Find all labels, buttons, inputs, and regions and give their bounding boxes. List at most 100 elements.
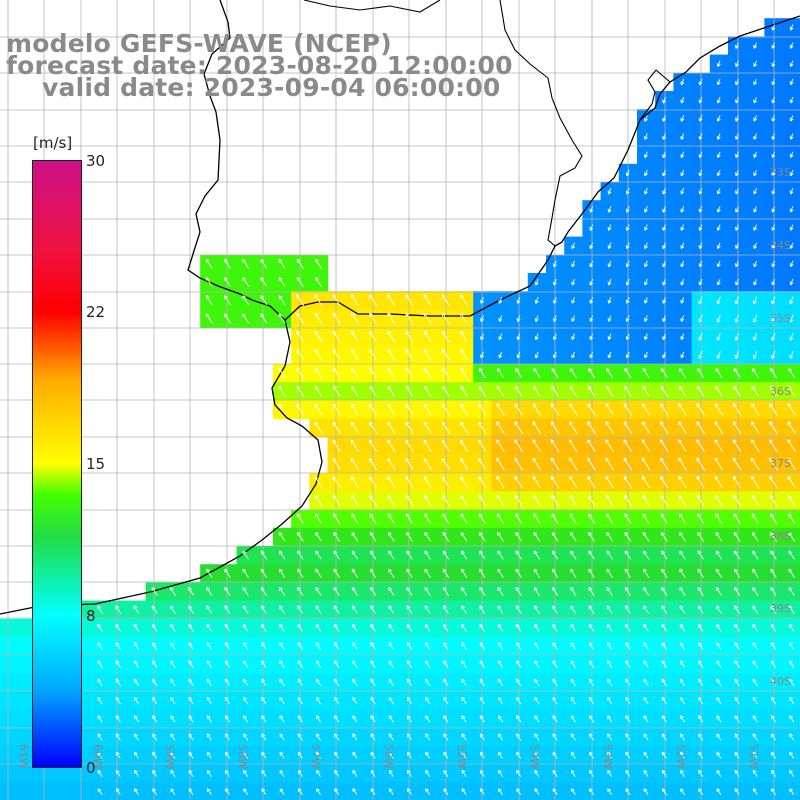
wind-arrow [733,550,741,560]
wind-arrow [497,715,503,723]
wind-arrow [334,788,340,796]
wind-cell [564,782,583,800]
wind-arrow [514,494,523,506]
wind-arrow [243,696,249,705]
wind-arrow [133,642,140,650]
wind-arrow [152,751,158,759]
wind-arrow [243,751,249,759]
wind-arrow [497,678,504,687]
wind-arrow [406,587,413,596]
wind-arrow [261,715,267,723]
wind-arrow [478,403,487,416]
wind-arrow [242,587,249,596]
wind-arrow [532,403,541,416]
wind-arrow [551,494,559,506]
wind-arrow [296,367,305,379]
wind-arrow [314,349,323,361]
longitude-label: 55W [455,744,468,769]
wind-arrow [625,224,630,231]
wind-arrow [771,78,776,86]
wind-arrow [697,385,705,397]
wind-arrow [607,242,612,250]
wind-arrow [770,368,777,379]
wind-arrow [205,313,213,324]
wind-arrow [425,788,431,796]
wind-arrow [661,623,667,632]
wind-arrow [261,642,267,650]
wind-arrow [662,278,667,286]
wind-arrow [679,368,686,379]
wind-arrow [625,769,631,777]
wind-arrow [170,678,176,687]
wind-cell [0,709,19,729]
wind-cell [0,637,19,656]
wind-arrow [425,715,431,723]
wind-arrow [497,587,504,596]
wind-arrow [261,678,267,687]
wind-arrow [498,751,503,759]
wind-arrow [188,678,194,687]
wind-arrow [679,660,686,669]
wind-arrow [716,188,721,195]
wind-arrow [587,494,596,506]
wind-arrow [97,696,103,705]
wind-arrow [532,457,542,471]
wind-arrow [734,733,740,741]
wind-cell [91,782,110,800]
wind-arrow [188,788,194,796]
wind-arrow [568,439,578,453]
wind-arrow [752,587,759,596]
wind-arrow [133,696,139,705]
wind-arrow [97,788,103,796]
wind-arrow [297,568,304,578]
wind-arrow [625,733,631,741]
wind-arrow [587,513,595,524]
wind-arrow [405,494,414,506]
wind-arrow [606,368,614,379]
wind-arrow [589,260,594,268]
wind-arrow [642,568,650,578]
wind-arrow [753,78,758,86]
wind-arrow [752,751,758,759]
wind-arrow [570,696,576,705]
wind-arrow [479,733,485,741]
wind-arrow [753,188,758,195]
wind-arrow [497,623,504,632]
wind-arrow [552,751,558,759]
wind-arrow [370,678,376,687]
wind-arrow [771,351,776,359]
wind-arrow [789,115,794,122]
forecast-date: forecast date: 2023-08-20 12:00:00 [6,51,513,80]
wind-arrow [680,751,685,759]
wind-cell [0,764,19,784]
wind-arrow [589,751,594,759]
wind-arrow [188,751,194,759]
wind-arrow [480,333,485,341]
wind-arrow [624,368,632,379]
wind-arrow [516,769,522,777]
wind-arrow [570,660,576,669]
wind-arrow [534,660,540,669]
wind-arrow [570,642,576,650]
wind-arrow [569,476,578,489]
wind-arrow [224,258,231,269]
wind-arrow [188,587,195,596]
wind-arrow [423,294,432,307]
wind-arrow [497,696,503,705]
wind-arrow [479,769,485,777]
wind-cell [473,782,492,800]
wind-arrow [644,278,648,286]
wind-arrow [571,297,576,304]
wind-arrow [97,769,103,777]
wind-arrow [553,333,557,341]
wind-arrow [662,115,667,122]
wind-arrow [443,642,449,650]
wind-arrow [314,513,322,524]
wind-arrow [406,550,413,560]
wind-arrow [352,696,358,705]
wind-arrow [369,312,377,325]
wind-arrow [662,260,667,268]
wind-arrow [771,279,776,286]
wind-arrow [625,351,630,359]
wind-arrow [625,278,630,286]
